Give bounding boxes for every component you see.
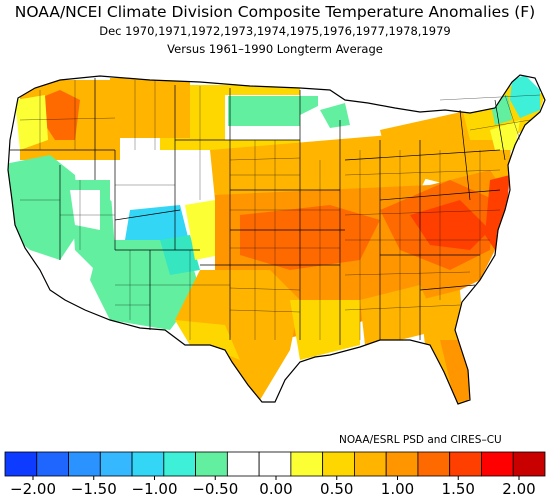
south-florida-warm: [440, 340, 470, 402]
color-scale-swatch: [99, 451, 133, 477]
color-scale-swatch: [131, 451, 165, 477]
color-scale-swatch: [68, 451, 101, 477]
baseline-note: Versus 1961–1990 Longterm Average: [167, 42, 383, 56]
maine-cool: [510, 75, 540, 118]
minnesota-cool: [320, 103, 350, 128]
color-scale-swatch: [449, 451, 482, 477]
color-scale-swatch: [163, 451, 196, 477]
data-credit: NOAA/ESRL PSD and CIRES–CU: [339, 434, 502, 446]
color-scale-swatch: [322, 451, 355, 477]
color-scale-tick-label: −2.00: [10, 480, 56, 498]
color-scale-swatch: [258, 451, 292, 477]
map-title: NOAA/NCEI Climate Division Composite Tem…: [14, 3, 536, 21]
color-scale-tick-label: 1.00: [380, 480, 415, 498]
color-scale-swatch: [385, 451, 419, 477]
color-scale-swatch: [512, 451, 546, 477]
climate-division-boundaries: [19, 80, 541, 340]
color-scale-swatch: [290, 451, 324, 477]
color-scale-swatch: [417, 451, 451, 477]
color-scale-swatch: [226, 451, 260, 477]
color-scale-tick-label: 0.50: [320, 480, 354, 498]
virginia-hottest: [410, 200, 490, 250]
coastal-northwest: [15, 95, 48, 150]
color-scale-swatch: [354, 451, 387, 477]
new-york-mild: [490, 120, 520, 150]
color-scale-tick-label: 2.00: [502, 480, 536, 498]
front-range-mild: [185, 200, 220, 260]
gulf-coast-mild: [290, 300, 360, 360]
map-subtitle: Dec 1970,1971,1972,1973,1974,1975,1976,1…: [99, 24, 451, 38]
color-scale-tick-label: 1.50: [441, 480, 475, 498]
color-scale-swatch: [481, 451, 514, 477]
color-scale-swatch: [4, 451, 38, 477]
color-scale-swatch: [195, 451, 228, 477]
color-scale-swatch: [36, 451, 69, 477]
color-scale-tick-label: −0.50: [192, 480, 239, 498]
montana-region: [110, 78, 190, 138]
nevada-neutral: [70, 190, 100, 230]
texas-region: [175, 270, 300, 400]
washington-hotspot: [40, 90, 80, 140]
color-scale-tick-label: −1.50: [70, 480, 117, 498]
color-scale-tick-label: −1.00: [131, 480, 178, 498]
color-scale-tick-label: 0.00: [259, 480, 293, 498]
wyoming-neutral: [110, 160, 175, 215]
mid-atlantic-hottest: [485, 175, 510, 250]
